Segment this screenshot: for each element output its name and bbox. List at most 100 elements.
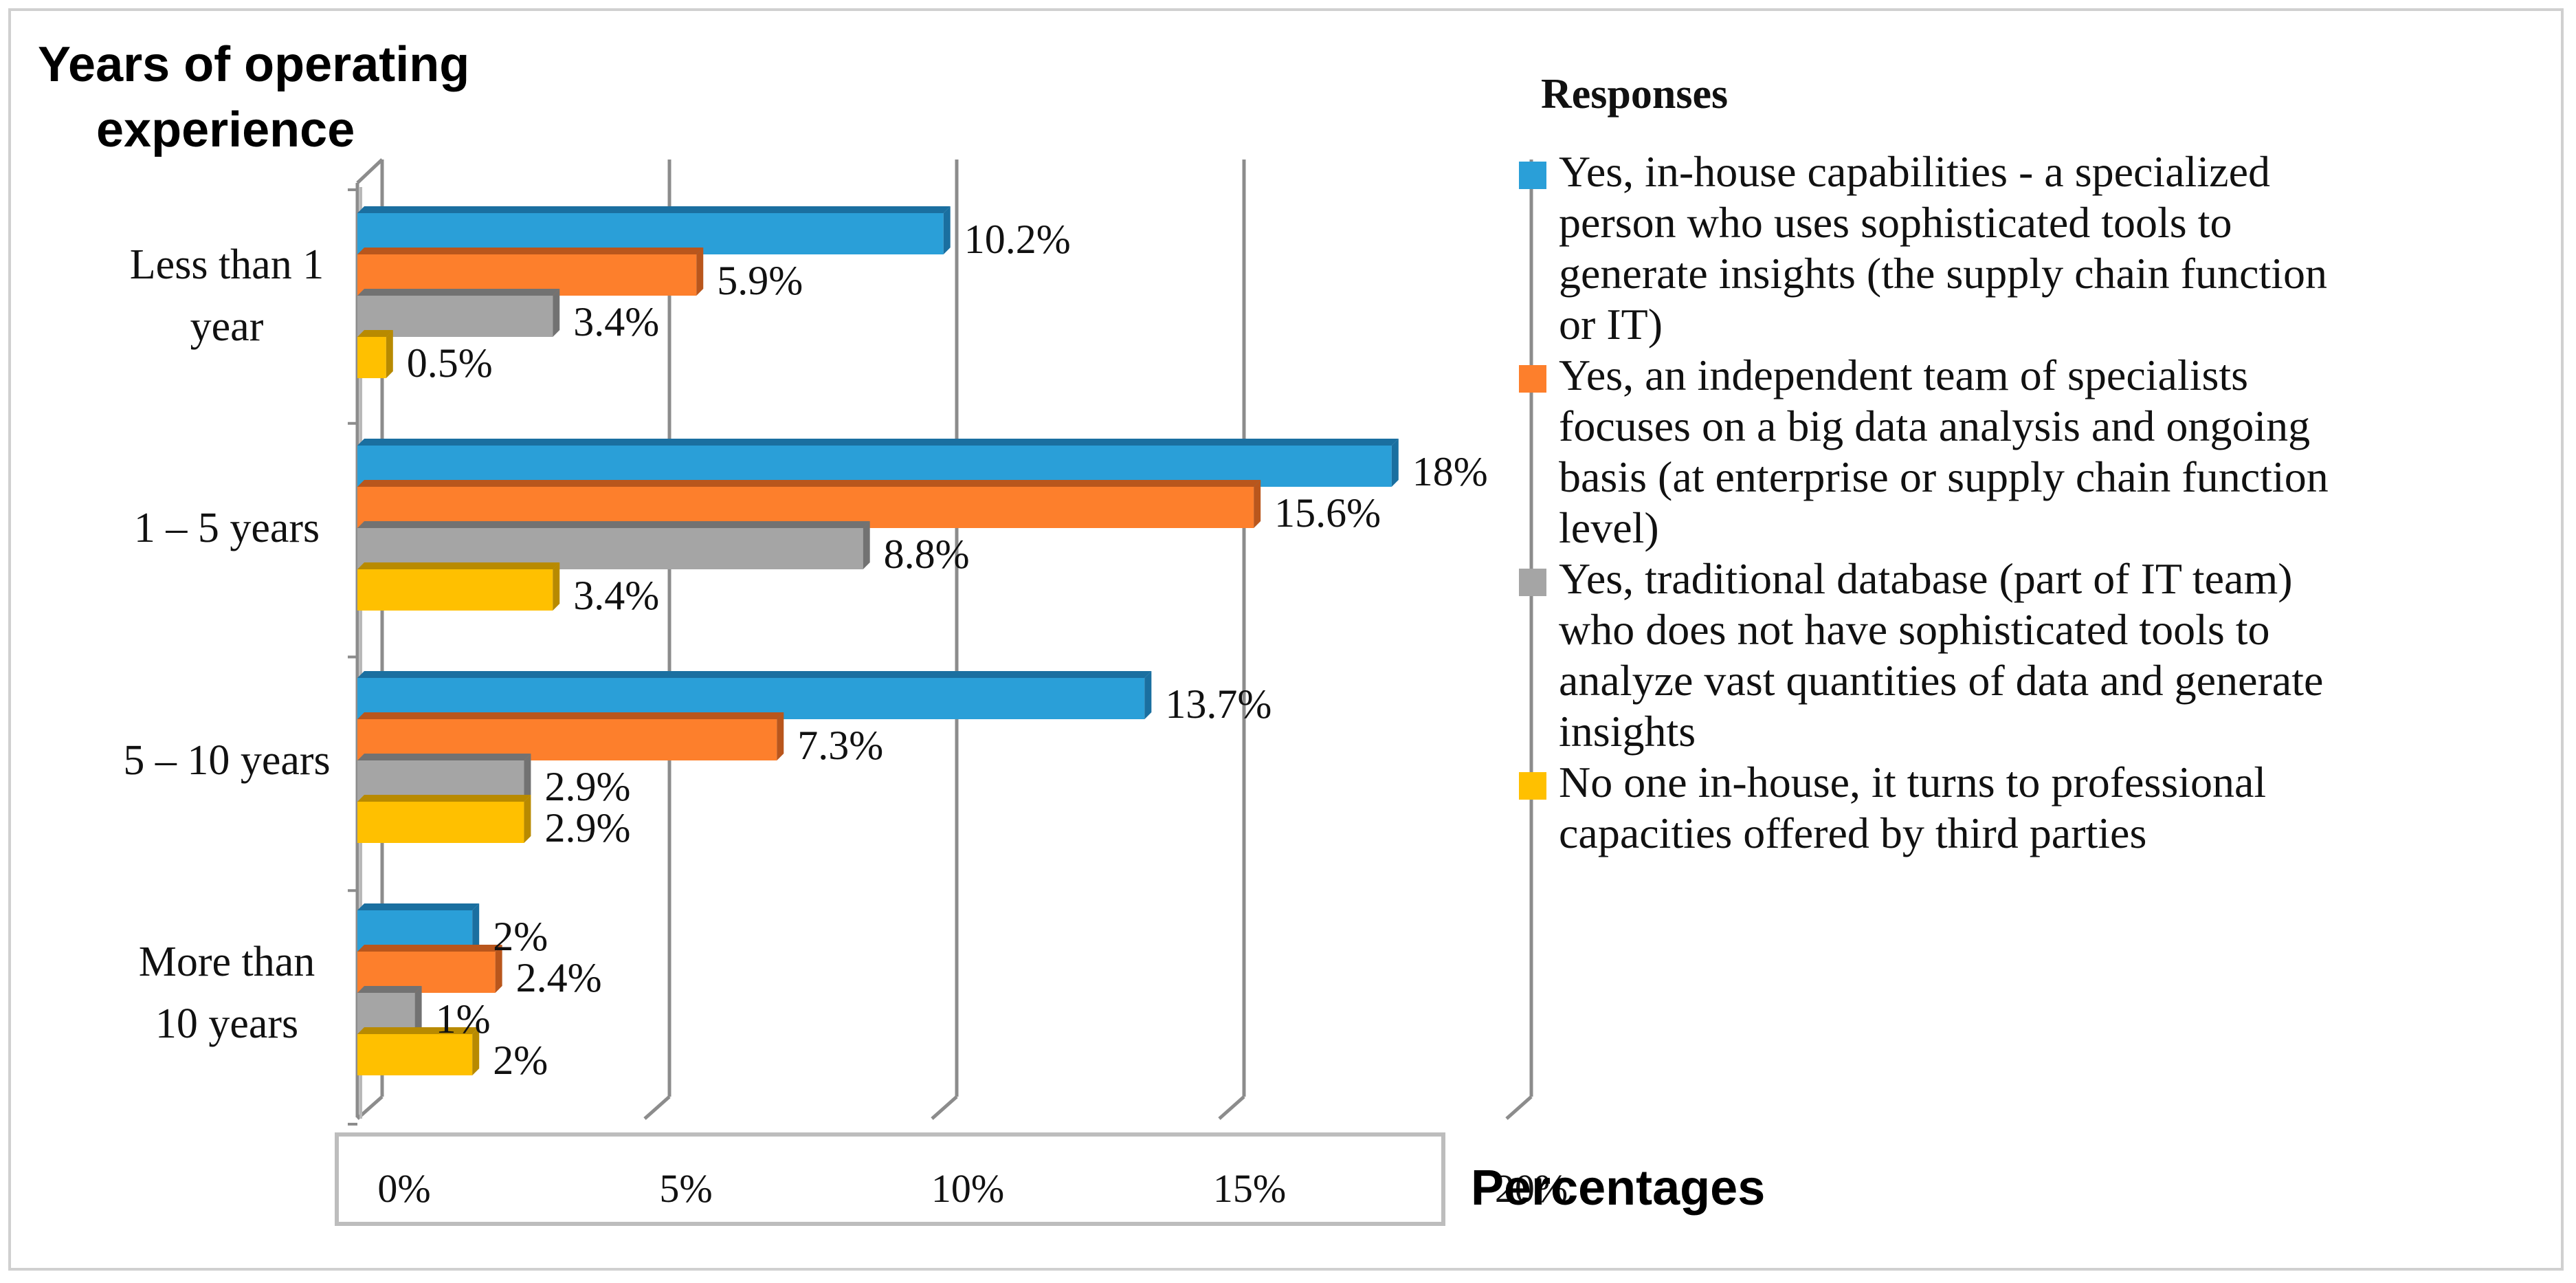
bar-end-face xyxy=(943,206,951,254)
y-axis-top xyxy=(356,158,384,184)
data-label: 2% xyxy=(493,914,548,959)
bar xyxy=(357,569,553,611)
data-label: 10.2% xyxy=(964,217,1071,262)
data-label: 2.9% xyxy=(544,764,630,809)
bar xyxy=(357,802,524,843)
bar-top-face xyxy=(357,289,560,296)
data-label: 15.6% xyxy=(1274,490,1381,536)
x-tick-label: 15% xyxy=(1213,1166,1286,1211)
bar-end-face xyxy=(1254,480,1261,528)
data-label: 18% xyxy=(1412,449,1488,494)
bar-top-face xyxy=(357,521,870,528)
legend-label-line: generate insights (the supply chain func… xyxy=(1559,249,2327,298)
bar-end-face xyxy=(524,754,531,802)
axis-titles: Years of operating experience Percentage… xyxy=(38,37,1765,1216)
legend-item: Yes, traditional database (part of IT te… xyxy=(1519,553,2550,757)
legend-label-line: capacities offered by third parties xyxy=(1559,809,2147,857)
bar-end-face xyxy=(524,795,531,843)
category-label: 5 – 10 years xyxy=(123,737,330,784)
bar-top-face xyxy=(357,986,422,993)
legend-label-line: insights xyxy=(1559,707,1696,756)
gridline-foot xyxy=(931,1095,958,1120)
legend-label-line: or IT) xyxy=(1559,300,1663,349)
legend-swatch xyxy=(1519,569,1546,596)
x-axis-title: Percentages xyxy=(1471,1161,1765,1216)
gridline-foot xyxy=(1505,1095,1533,1120)
data-label: 3.4% xyxy=(573,299,659,344)
bar-end-face xyxy=(414,986,422,1034)
data-labels: 10.2% 18% 13.7% 2% 5.9% 15.6% 7.3% 2.4% 3.4% 8.8%… xyxy=(407,217,1488,1083)
bar-top-face xyxy=(357,1027,480,1034)
bar-top-face xyxy=(357,206,951,213)
x-tick-label: 20% xyxy=(1495,1166,1568,1211)
bar-end-face xyxy=(696,248,704,296)
bar-end-face xyxy=(472,903,480,952)
legend-item: No one in-house, it turns to professiona… xyxy=(1519,757,2550,859)
data-label: 2.4% xyxy=(516,955,602,1000)
legend-label-line: No one in-house, it turns to professiona… xyxy=(1559,758,2267,807)
category-label: year xyxy=(190,303,264,350)
bar-top-face xyxy=(357,330,393,337)
legend-title: Responses xyxy=(1541,71,1729,118)
bars xyxy=(357,206,1399,1075)
legend-label-line: basis (at enterprise or supply chain fun… xyxy=(1559,452,2329,501)
data-label: 8.8% xyxy=(884,531,970,577)
x-tick-label: 10% xyxy=(931,1166,1004,1211)
x-axis-box xyxy=(335,1132,1445,1226)
bar-end-face xyxy=(472,1027,480,1075)
data-label: 2% xyxy=(493,1038,548,1083)
bar-top-face xyxy=(357,480,1261,487)
bar-end-face xyxy=(553,289,560,337)
legend-items: Yes, in-house capabilities - a specializ… xyxy=(1519,146,2550,859)
legend-swatch xyxy=(1519,365,1546,393)
bar-end-face xyxy=(495,945,502,993)
bar-top-face xyxy=(357,945,502,952)
data-label: 7.3% xyxy=(797,723,883,768)
category-label: 1 – 5 years xyxy=(134,505,320,551)
bar xyxy=(357,337,386,378)
data-label: 3.4% xyxy=(573,573,659,618)
legend-swatch xyxy=(1519,162,1546,189)
y-axis-title-line-1: Years of operating xyxy=(38,37,469,92)
legend: Responses Yes, in-house capabilities - a… xyxy=(1519,62,2550,859)
bar-end-face xyxy=(553,562,560,611)
bar-end-face xyxy=(863,521,870,569)
bar-end-face xyxy=(1144,671,1152,719)
x-tick-label: 0% xyxy=(377,1166,430,1211)
legend-label-line: person who uses sophisticated tools to xyxy=(1559,198,2232,247)
legend-label-line: who does not have sophisticated tools to xyxy=(1559,605,2270,654)
category-labels: Less than 1 year 1 – 5 years 5 – 10 years Mo… xyxy=(123,241,330,1047)
bar-top-face xyxy=(357,795,531,802)
bar-top-face xyxy=(357,439,1399,446)
category-label: More than xyxy=(139,939,315,985)
bar-top-face xyxy=(357,671,1152,678)
legend-label-line: focuses on a big data analysis and ongoi… xyxy=(1559,402,2311,450)
legend-swatch xyxy=(1519,772,1546,800)
bar-top-face xyxy=(357,754,531,760)
bar-top-face xyxy=(357,562,560,569)
y-axis-title-line-2: experience xyxy=(96,102,355,157)
data-label: 2.9% xyxy=(544,805,630,851)
bar-end-face xyxy=(386,330,393,378)
data-label: 1% xyxy=(436,996,491,1042)
category-label: Less than 1 xyxy=(130,241,324,288)
category-label: 10 years xyxy=(155,1000,298,1047)
legend-label-line: Yes, an independent team of specialists xyxy=(1559,351,2249,399)
legend-label-line: Yes, in-house capabilities - a specializ… xyxy=(1559,147,2270,196)
data-label: 0.5% xyxy=(407,340,493,386)
data-label: 5.9% xyxy=(717,258,803,303)
bar-end-face xyxy=(777,712,784,760)
bar-top-face xyxy=(357,248,704,254)
bar-top-face xyxy=(357,712,784,719)
legend-label-line: analyze vast quantities of data and gene… xyxy=(1559,656,2324,705)
legend-item: Yes, an independent team of specialists f… xyxy=(1519,350,2550,553)
gridline-foot xyxy=(1218,1095,1245,1120)
bar xyxy=(357,1034,473,1075)
legend-label-line: Yes, traditional database (part of IT te… xyxy=(1559,554,2293,603)
bar-end-face xyxy=(1391,439,1399,487)
data-label: 13.7% xyxy=(1165,681,1272,727)
gridline-foot xyxy=(643,1095,671,1120)
legend-item: Yes, in-house capabilities - a specializ… xyxy=(1519,146,2550,350)
legend-label-line: level) xyxy=(1559,503,1659,552)
